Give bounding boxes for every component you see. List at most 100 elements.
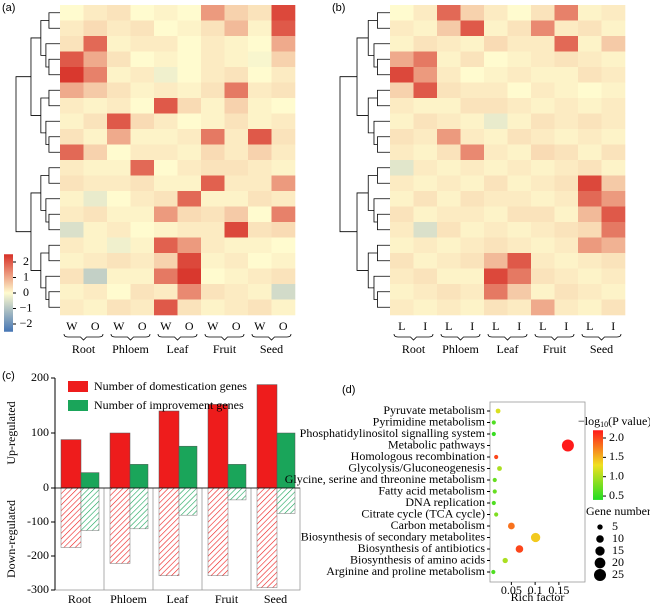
heatmap-cell <box>271 175 296 192</box>
heatmap-cell <box>554 144 579 161</box>
heatmap-cell <box>437 144 461 161</box>
heatmap-cell <box>177 36 202 52</box>
heatmap-cell <box>60 36 84 52</box>
heatmap-cell <box>177 160 202 176</box>
point <box>515 545 524 553</box>
size-legend-label: 25 <box>612 567 624 581</box>
heatmap-cell <box>413 237 438 254</box>
heatmap-cell <box>554 82 579 99</box>
heatmap-cell <box>130 268 155 285</box>
heatmap-cell <box>390 237 414 254</box>
heatmap-cell <box>224 222 249 238</box>
heatmap-cell <box>601 67 626 83</box>
heatmap-cell <box>154 237 178 254</box>
size-legend-label: 10 <box>612 531 624 545</box>
heatmap-cell <box>531 144 555 161</box>
y-tick-label: Biosynthesis of amino acids <box>350 552 485 566</box>
heatmap-cell <box>177 20 202 37</box>
size-legend-dot <box>597 524 603 530</box>
column-label: I <box>611 319 615 333</box>
column-label: I <box>423 319 427 333</box>
group-label: Seed <box>260 342 283 356</box>
heatmap-cell <box>83 36 108 52</box>
heatmap-cell <box>107 268 131 285</box>
heatmap-cell <box>578 144 602 161</box>
group-bracket <box>487 333 528 341</box>
heatmap-cell <box>107 175 131 192</box>
heatmap-cell <box>224 191 249 207</box>
heatmap-cell <box>601 82 626 99</box>
heatmap-cell <box>460 20 485 37</box>
dendrogram-branch <box>356 37 369 116</box>
heatmap-cell <box>107 51 131 68</box>
heatmap-cell <box>224 160 249 176</box>
heatmap-cell <box>154 113 178 130</box>
heatmap-cell <box>107 5 131 21</box>
heatmap-cell <box>60 175 84 192</box>
size-legend-label: 20 <box>612 555 624 569</box>
heatmap-cell <box>201 82 225 99</box>
heatmap-cell <box>248 237 272 254</box>
heatmap-cell <box>224 237 249 254</box>
heatmap-cell <box>437 82 461 99</box>
heatmap-cell <box>531 191 555 207</box>
heatmap-cell <box>130 222 155 238</box>
heatmap-cell <box>201 144 225 161</box>
column-label: L <box>492 319 499 333</box>
bar <box>109 432 131 489</box>
heatmap-cell <box>248 175 272 192</box>
dendrogram-branch <box>377 213 390 231</box>
y-tick-label: Metabolic pathways <box>388 437 485 451</box>
y-tick-label: Homologous recombination <box>351 449 485 463</box>
group-bracket <box>204 333 245 341</box>
heatmap-cell <box>60 5 84 21</box>
heatmap-cell <box>130 237 155 254</box>
heatmap-cell <box>601 253 626 269</box>
heatmap-cell <box>248 20 272 37</box>
group-label: Root <box>402 342 426 356</box>
heatmap-cell <box>554 268 579 285</box>
dendrogram-branch <box>367 97 378 134</box>
dendrogram-branch <box>377 167 390 184</box>
heatmap-cell <box>601 268 626 285</box>
heatmap-cell <box>507 129 532 145</box>
heatmap-cell <box>531 175 555 192</box>
heatmap-cell <box>154 82 178 99</box>
group-bracket <box>110 333 151 341</box>
heatmap-cell <box>83 268 108 285</box>
group-label: Fruit <box>543 342 567 356</box>
heatmap-cell <box>601 144 626 161</box>
heatmap-cell <box>484 129 508 145</box>
heatmap-cell <box>154 299 178 316</box>
heatmap-cell <box>154 253 178 269</box>
heatmap-cell <box>578 36 602 52</box>
bar-down <box>207 487 229 576</box>
heatmap-cell <box>177 299 202 316</box>
column-label: W <box>66 319 78 333</box>
heatmap-cell <box>60 51 84 68</box>
heatmap-cell <box>271 237 296 254</box>
heatmap-cell <box>578 160 602 176</box>
heatmap-cell <box>578 51 602 68</box>
heatmap-cell <box>578 5 602 21</box>
heatmap-cell <box>531 160 555 176</box>
x-tick-label: 0.1 <box>528 583 543 597</box>
group-label: Leaf <box>497 342 519 356</box>
heatmap-cell <box>390 175 414 192</box>
heatmap-cell <box>248 67 272 83</box>
heatmap-cell <box>601 284 626 300</box>
heatmap-cell <box>554 237 579 254</box>
heatmap-cell <box>390 160 414 176</box>
group-label: Leaf <box>167 342 189 356</box>
heatmap-cell <box>154 36 178 52</box>
heatmap-cell <box>601 20 626 37</box>
heatmap-cell <box>201 160 225 176</box>
heatmap-cell <box>460 82 485 99</box>
colorbar-label: 2.0 <box>609 430 624 444</box>
heatmap-cell <box>83 129 108 145</box>
heatmap-cell <box>390 98 414 114</box>
heatmap-cell <box>460 268 485 285</box>
heatmap-cell <box>201 51 225 68</box>
heatmap-cell <box>154 268 178 285</box>
column-label: W <box>160 319 172 333</box>
